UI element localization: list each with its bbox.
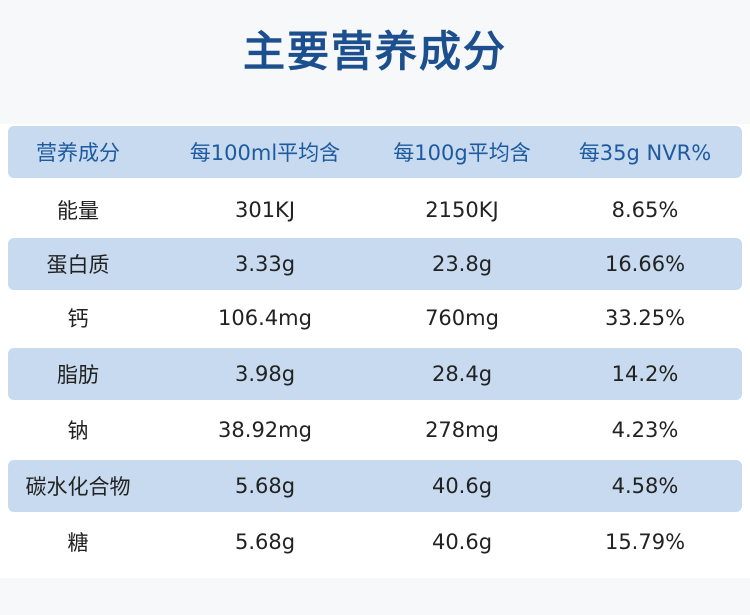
nutrition-table: 营养成分 每100ml平均含 每100g平均含 每35g NVR% 能量 301KJ 215…: [0, 124, 750, 578]
table-cell: 蛋白质: [46, 253, 110, 277]
table-cell: 760mg: [425, 306, 499, 330]
table-cell: 8.65%: [611, 198, 679, 222]
header-cell: 每35g NVR%: [578, 141, 712, 165]
table-cell: 278mg: [425, 418, 499, 442]
table-row: 蛋白质 3.33g 23.8g 16.66%: [8, 238, 742, 290]
table-cell: 脂肪: [57, 363, 99, 387]
table-cell: 糖: [67, 531, 89, 555]
table-cell: 106.4mg: [218, 306, 312, 330]
table-cell: 4.58%: [611, 474, 679, 498]
table-row: 糖 5.68g 40.6g 15.79%: [8, 516, 742, 568]
table-row: 碳水化合物 5.68g 40.6g 4.58%: [8, 460, 742, 512]
table-row: 脂肪 3.98g 28.4g 14.2%: [8, 348, 742, 400]
table-cell: 15.79%: [604, 530, 686, 554]
header-cell: 营养成分: [36, 141, 120, 165]
table-row: 钠 38.92mg 278mg 4.23%: [8, 404, 742, 456]
table-cell: 40.6g: [431, 474, 493, 498]
table-cell: 钙: [67, 307, 89, 331]
table-cell: 38.92mg: [218, 418, 312, 442]
header-cell: 每100ml平均含: [189, 141, 341, 165]
table-cell: 40.6g: [431, 530, 493, 554]
table-cell: 能量: [57, 199, 99, 223]
table-cell: 5.68g: [234, 474, 296, 498]
table-cell: 16.66%: [604, 252, 686, 276]
table-cell: 3.98g: [234, 362, 296, 386]
table-cell: 3.33g: [234, 252, 296, 276]
page-title: 主要营养成分: [242, 27, 507, 76]
table-row: 钙 106.4mg 760mg 33.25%: [8, 292, 742, 344]
table-cell: 23.8g: [431, 252, 493, 276]
header-cell: 每100g平均含: [393, 141, 531, 165]
table-cell: 301KJ: [234, 198, 296, 222]
table-row: 能量 301KJ 2150KJ 8.65%: [8, 184, 742, 236]
table-cell: 4.23%: [611, 418, 679, 442]
header-row: 营养成分 每100ml平均含 每100g平均含 每35g NVR%: [8, 126, 742, 178]
table-cell: 5.68g: [234, 530, 296, 554]
table-cell: 钠: [67, 419, 89, 443]
table-cell: 碳水化合物: [25, 475, 131, 499]
table-cell: 28.4g: [431, 362, 493, 386]
table-cell: 2150KJ: [425, 198, 499, 222]
table-cell: 33.25%: [604, 306, 686, 330]
table-cell: 14.2%: [611, 362, 679, 386]
